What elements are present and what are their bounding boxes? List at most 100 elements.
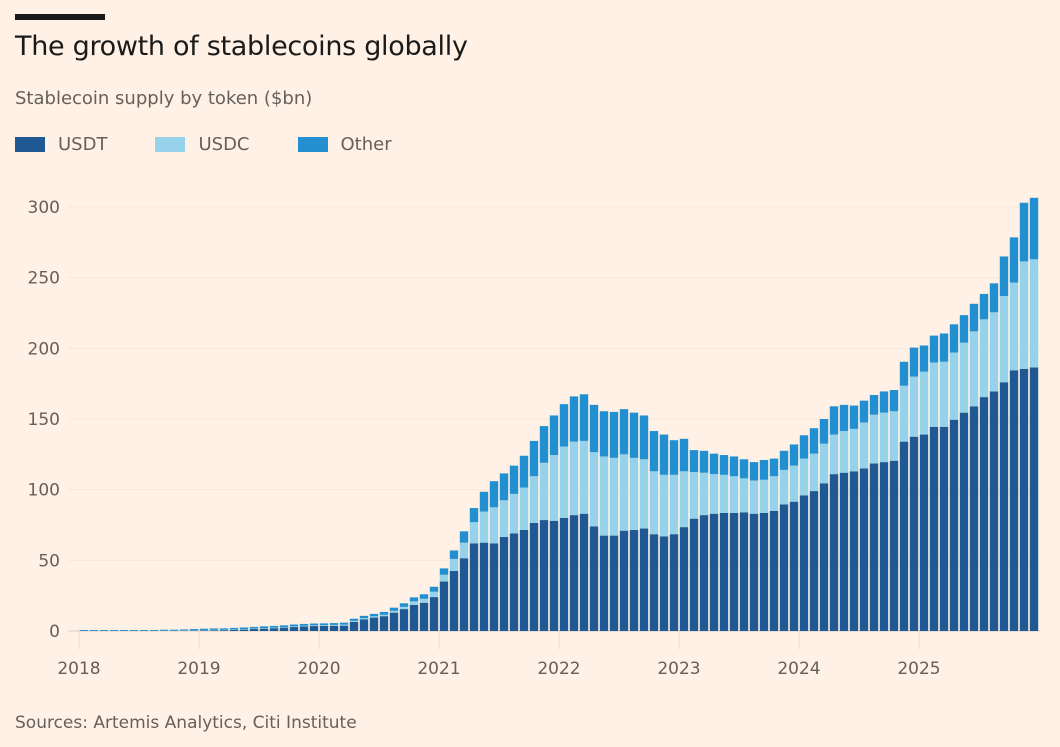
bar-other-m64 — [719, 455, 729, 475]
bar-usdt-m74 — [819, 483, 829, 631]
bar-other-m71 — [789, 444, 799, 466]
bar-usdc-m77 — [849, 428, 859, 472]
bar-usdc-m43 — [509, 493, 519, 534]
bar-usdt-m70 — [779, 504, 789, 631]
bar-usdt-m81 — [889, 460, 899, 631]
bar-other-m39 — [469, 508, 479, 523]
bar-other-m52 — [599, 411, 609, 457]
bar-usdc-m57 — [649, 471, 659, 535]
bar-other-m21 — [289, 624, 299, 627]
bar-other-m27 — [349, 618, 359, 621]
bar-other-m34 — [419, 594, 429, 599]
bar-usdc-m73 — [809, 453, 819, 492]
bar-usdc-m44 — [519, 487, 529, 530]
bar-other-m1 — [89, 630, 99, 631]
bar-usdc-m95 — [1029, 259, 1039, 368]
bar-other-m9 — [169, 629, 179, 631]
chart-title: The growth of stablecoins globally — [15, 31, 468, 62]
bar-usdc-m94 — [1019, 261, 1029, 369]
bar-other-m38 — [459, 531, 469, 543]
bar-usdc-m87 — [949, 352, 959, 420]
bar-usdt-m56 — [639, 528, 649, 631]
bar-usdt-m72 — [799, 495, 809, 631]
bar-usdt-m48 — [559, 517, 569, 631]
bar-usdt-m53 — [609, 535, 619, 631]
bar-other-m59 — [669, 440, 679, 475]
bar-other-m74 — [819, 419, 829, 444]
bar-other-m32 — [399, 603, 409, 607]
bar-usdt-m60 — [679, 527, 689, 631]
bar-other-m42 — [499, 473, 509, 501]
bar-usdt-m28 — [359, 619, 369, 631]
bar-other-m89 — [969, 303, 979, 332]
bar-other-m4 — [119, 630, 129, 631]
bar-usdc-m68 — [759, 479, 769, 513]
bar-other-m20 — [279, 625, 289, 628]
bar-other-m40 — [479, 491, 489, 512]
bar-usdt-m30 — [379, 616, 389, 631]
bar-other-m58 — [659, 434, 669, 475]
bar-other-m8 — [159, 629, 169, 631]
legend: USDT USDC Other — [15, 134, 440, 155]
bar-usdc-m42 — [499, 500, 509, 538]
bar-usdt-m49 — [569, 515, 579, 631]
bar-usdc-m82 — [899, 385, 909, 442]
bar-other-m35 — [429, 586, 439, 592]
bar-usdc-m58 — [659, 474, 669, 537]
bar-other-m14 — [219, 628, 229, 630]
bar-other-m72 — [799, 435, 809, 459]
bar-usdt-m65 — [729, 512, 739, 631]
bar-other-m92 — [999, 256, 1009, 297]
bar-other-m82 — [899, 361, 909, 386]
bar-usdt-m83 — [909, 436, 919, 631]
bar-usdt-m45 — [529, 522, 539, 631]
bar-usdt-m39 — [469, 543, 479, 631]
bar-usdt-m95 — [1029, 367, 1039, 631]
bar-other-m56 — [639, 415, 649, 460]
bar-usdt-m47 — [549, 520, 559, 631]
bar-usdt-m64 — [719, 512, 729, 631]
bar-other-m66 — [739, 459, 749, 479]
bar-other-m26 — [339, 622, 349, 625]
bar-usdc-m64 — [719, 474, 729, 513]
bar-other-m93 — [1009, 237, 1019, 283]
bar-usdt-m94 — [1019, 368, 1029, 631]
bar-usdc-m40 — [479, 511, 489, 543]
bar-usdt-m82 — [899, 441, 909, 631]
bar-other-m37 — [449, 550, 459, 559]
bar-usdt-m90 — [979, 397, 989, 631]
bar-other-m76 — [839, 404, 849, 432]
title-rule — [15, 14, 105, 20]
source-note: Sources: Artemis Analytics, Citi Institu… — [15, 713, 357, 733]
bar-other-m87 — [949, 324, 959, 353]
bar-usdt-m46 — [539, 520, 549, 631]
bar-other-m68 — [759, 459, 769, 480]
x-tick-label: 2025 — [897, 659, 940, 679]
bar-usdt-m24 — [319, 625, 329, 631]
bar-usdt-m92 — [999, 382, 1009, 631]
bar-usdt-m50 — [579, 513, 589, 631]
bar-usdt-m37 — [449, 570, 459, 631]
legend-label-usdc: USDC — [198, 134, 250, 155]
bar-usdt-m69 — [769, 510, 779, 631]
bar-usdt-m31 — [389, 612, 399, 631]
bar-other-m6 — [139, 630, 149, 631]
bar-usdc-m46 — [539, 462, 549, 521]
bar-other-m47 — [549, 415, 559, 456]
bar-other-m51 — [589, 404, 599, 453]
bar-usdc-m84 — [919, 371, 929, 435]
bar-other-m41 — [489, 481, 499, 508]
bar-other-m55 — [629, 412, 639, 458]
bar-other-m80 — [879, 391, 889, 413]
bar-other-m5 — [129, 630, 139, 631]
bar-usdt-m35 — [429, 597, 439, 631]
bar-other-m91 — [989, 283, 999, 313]
bar-other-m45 — [529, 440, 539, 477]
bar-other-m73 — [809, 428, 819, 454]
bar-usdt-m44 — [519, 529, 529, 631]
bar-usdt-m55 — [629, 529, 639, 631]
bar-other-m86 — [939, 333, 949, 362]
bar-usdc-m62 — [699, 472, 709, 516]
bar-usdt-m23 — [309, 626, 319, 631]
